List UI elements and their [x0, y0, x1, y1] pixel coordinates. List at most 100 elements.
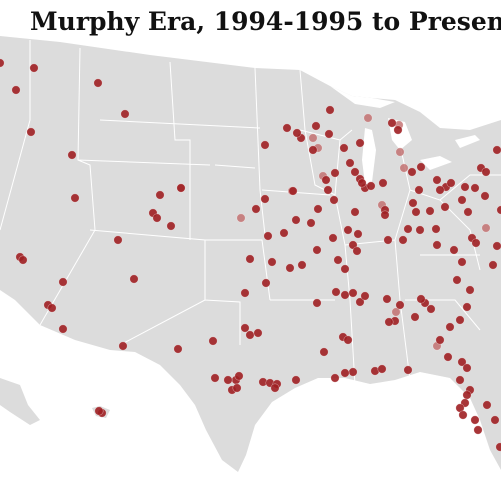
location-dot [343, 335, 353, 345]
location-dot [431, 224, 441, 234]
location-dot [360, 291, 370, 301]
location-dot [445, 322, 455, 332]
location-dot [288, 186, 298, 196]
location-dot [377, 364, 387, 374]
location-dot [407, 167, 417, 177]
location-dot [366, 181, 376, 191]
location-dot [432, 240, 442, 250]
location-dot [313, 204, 323, 214]
location-dot [462, 390, 472, 400]
location-dot [323, 185, 333, 195]
location-dot [67, 150, 77, 160]
location-dot [463, 207, 473, 217]
location-dot [340, 368, 350, 378]
location-dot [319, 347, 329, 357]
location-dot [449, 245, 459, 255]
location-dot [312, 298, 322, 308]
location-dot [414, 185, 424, 195]
location-dot [457, 357, 467, 367]
location-dot [311, 121, 321, 131]
location-dot [260, 140, 270, 150]
location-dot [343, 225, 353, 235]
location-dot [93, 78, 103, 88]
location-dot [285, 263, 295, 273]
location-dot [240, 288, 250, 298]
location-dot [465, 285, 475, 295]
location-dot [353, 229, 363, 239]
location-dot [471, 238, 481, 248]
location-dot [155, 190, 165, 200]
location-dot [391, 307, 401, 317]
location-dot [333, 255, 343, 265]
location-dot [403, 365, 413, 375]
location-dot [11, 85, 21, 95]
location-dot [416, 294, 426, 304]
lakes [330, 86, 480, 184]
location-dot [47, 303, 57, 313]
location-dot [113, 235, 123, 245]
location-dot [0, 58, 5, 68]
location-dot [267, 257, 277, 267]
location-dot [482, 400, 492, 410]
location-dot [458, 410, 468, 420]
location-dot [210, 373, 220, 383]
location-dot [58, 324, 68, 334]
location-dot [387, 118, 397, 128]
location-dot [166, 221, 176, 231]
location-dot [348, 288, 358, 298]
location-dot [223, 375, 233, 385]
location-dot [352, 246, 362, 256]
title: Murphy Era, 1994-1995 to Present [30, 7, 501, 36]
location-dot [457, 257, 467, 267]
location-dot [129, 274, 139, 284]
location-dot [321, 175, 331, 185]
location-dot [355, 297, 365, 307]
location-dot [384, 317, 394, 327]
location-dot [432, 175, 442, 185]
location-dot [399, 163, 409, 173]
location-dot [251, 204, 261, 214]
location-dot [328, 233, 338, 243]
location-dot [261, 278, 271, 288]
location-dot [470, 415, 480, 425]
location-dot [408, 198, 418, 208]
location-dot [29, 63, 39, 73]
location-dot [270, 383, 280, 393]
location-dot [415, 225, 425, 235]
location-dot [357, 178, 367, 188]
location-dot [455, 315, 465, 325]
location-dot [490, 415, 500, 425]
location-dot [363, 113, 373, 123]
location-dot [330, 168, 340, 178]
markers [0, 58, 501, 452]
location-dot [292, 128, 302, 138]
location-dot [457, 195, 467, 205]
location-dot [470, 183, 480, 193]
location-dot [416, 162, 426, 172]
location-dot [462, 302, 472, 312]
location-dot [411, 207, 421, 217]
location-dot [435, 335, 445, 345]
location-dot [395, 147, 405, 157]
location-dot [403, 224, 413, 234]
location-dot [425, 206, 435, 216]
location-dot [173, 344, 183, 354]
location-dot [253, 328, 263, 338]
location-dot [324, 129, 334, 139]
location-dot [481, 223, 491, 233]
location-dot [492, 241, 501, 251]
location-dot [263, 231, 273, 241]
location-dot [495, 442, 501, 452]
location-dot [325, 105, 335, 115]
location-dot [378, 178, 388, 188]
location-dot [443, 352, 453, 362]
location-dot [331, 287, 341, 297]
location-dot [260, 194, 270, 204]
location-dot [232, 383, 242, 393]
location-dot [481, 167, 491, 177]
location-dot [208, 336, 218, 346]
location-dot [297, 260, 307, 270]
location-dot [383, 235, 393, 245]
location-dot [329, 195, 339, 205]
